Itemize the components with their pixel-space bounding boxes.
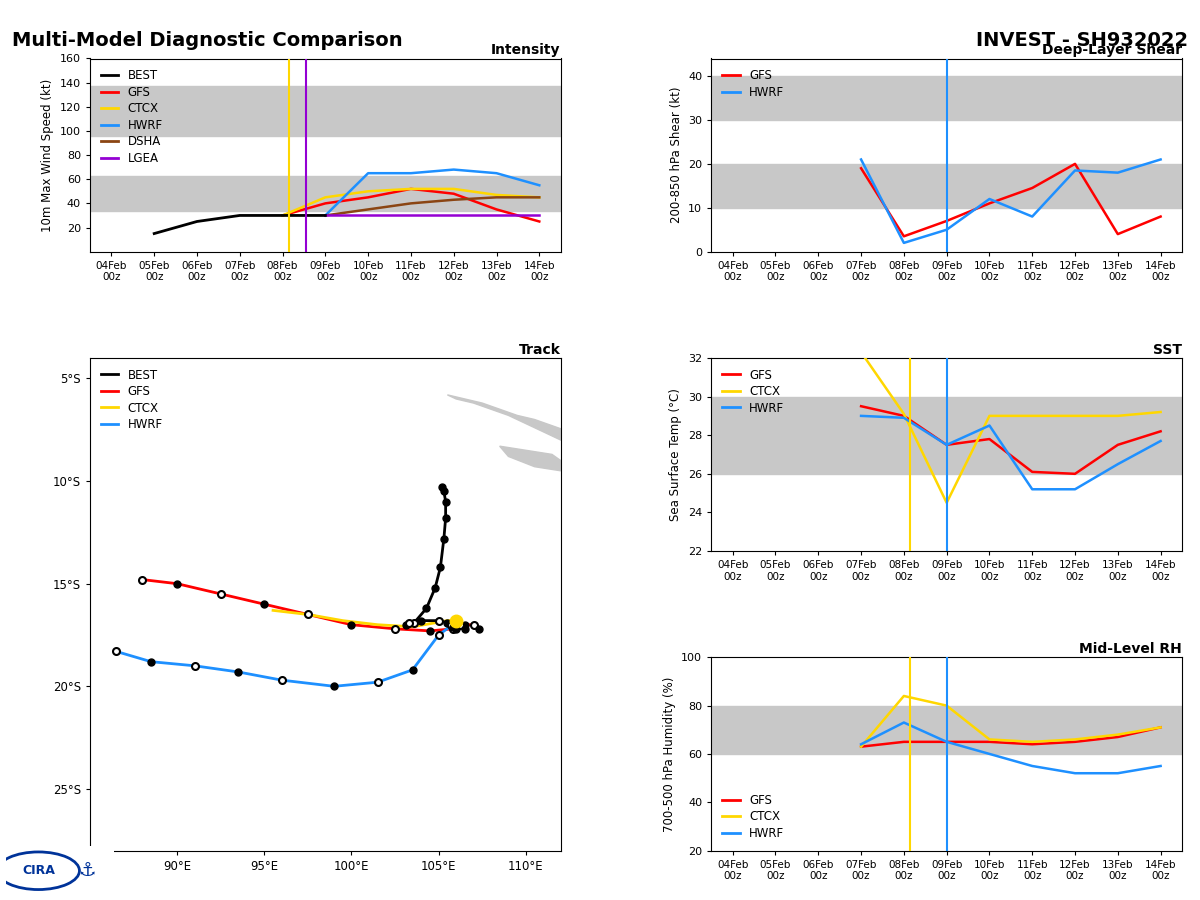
Legend: BEST, GFS, CTCX, HWRF, DSHA, LGEA: BEST, GFS, CTCX, HWRF, DSHA, LGEA [96, 65, 168, 169]
Text: Track: Track [518, 343, 560, 356]
Polygon shape [499, 446, 560, 471]
Bar [712, 706, 1182, 754]
Bar [90, 176, 560, 211]
Polygon shape [448, 395, 622, 464]
Text: SST: SST [1153, 343, 1182, 356]
Legend: GFS, HWRF: GFS, HWRF [718, 65, 788, 104]
Y-axis label: 10m Max Wind Speed (kt): 10m Max Wind Speed (kt) [41, 78, 54, 231]
Text: INVEST - SH932022: INVEST - SH932022 [976, 32, 1188, 50]
Y-axis label: 700-500 hPa Humidity (%): 700-500 hPa Humidity (%) [662, 676, 676, 832]
Text: Deep-Layer Shear: Deep-Layer Shear [1042, 43, 1182, 58]
Legend: GFS, CTCX, HWRF: GFS, CTCX, HWRF [718, 364, 788, 419]
Text: CIRA: CIRA [22, 864, 55, 878]
Legend: BEST, GFS, CTCX, HWRF: BEST, GFS, CTCX, HWRF [96, 364, 168, 436]
Bar [90, 86, 560, 136]
Text: Multi-Model Diagnostic Comparison: Multi-Model Diagnostic Comparison [12, 32, 403, 50]
Legend: GFS, CTCX, HWRF: GFS, CTCX, HWRF [718, 789, 788, 844]
Bar [712, 76, 1182, 120]
Bar [712, 397, 1182, 473]
Y-axis label: Sea Surface Temp (°C): Sea Surface Temp (°C) [670, 388, 683, 521]
Y-axis label: 200-850 hPa Shear (kt): 200-850 hPa Shear (kt) [670, 86, 683, 223]
Text: Intensity: Intensity [491, 43, 560, 58]
Bar [712, 164, 1182, 208]
Text: Mid-Level RH: Mid-Level RH [1079, 643, 1182, 656]
Text: ⚓: ⚓ [78, 861, 96, 880]
